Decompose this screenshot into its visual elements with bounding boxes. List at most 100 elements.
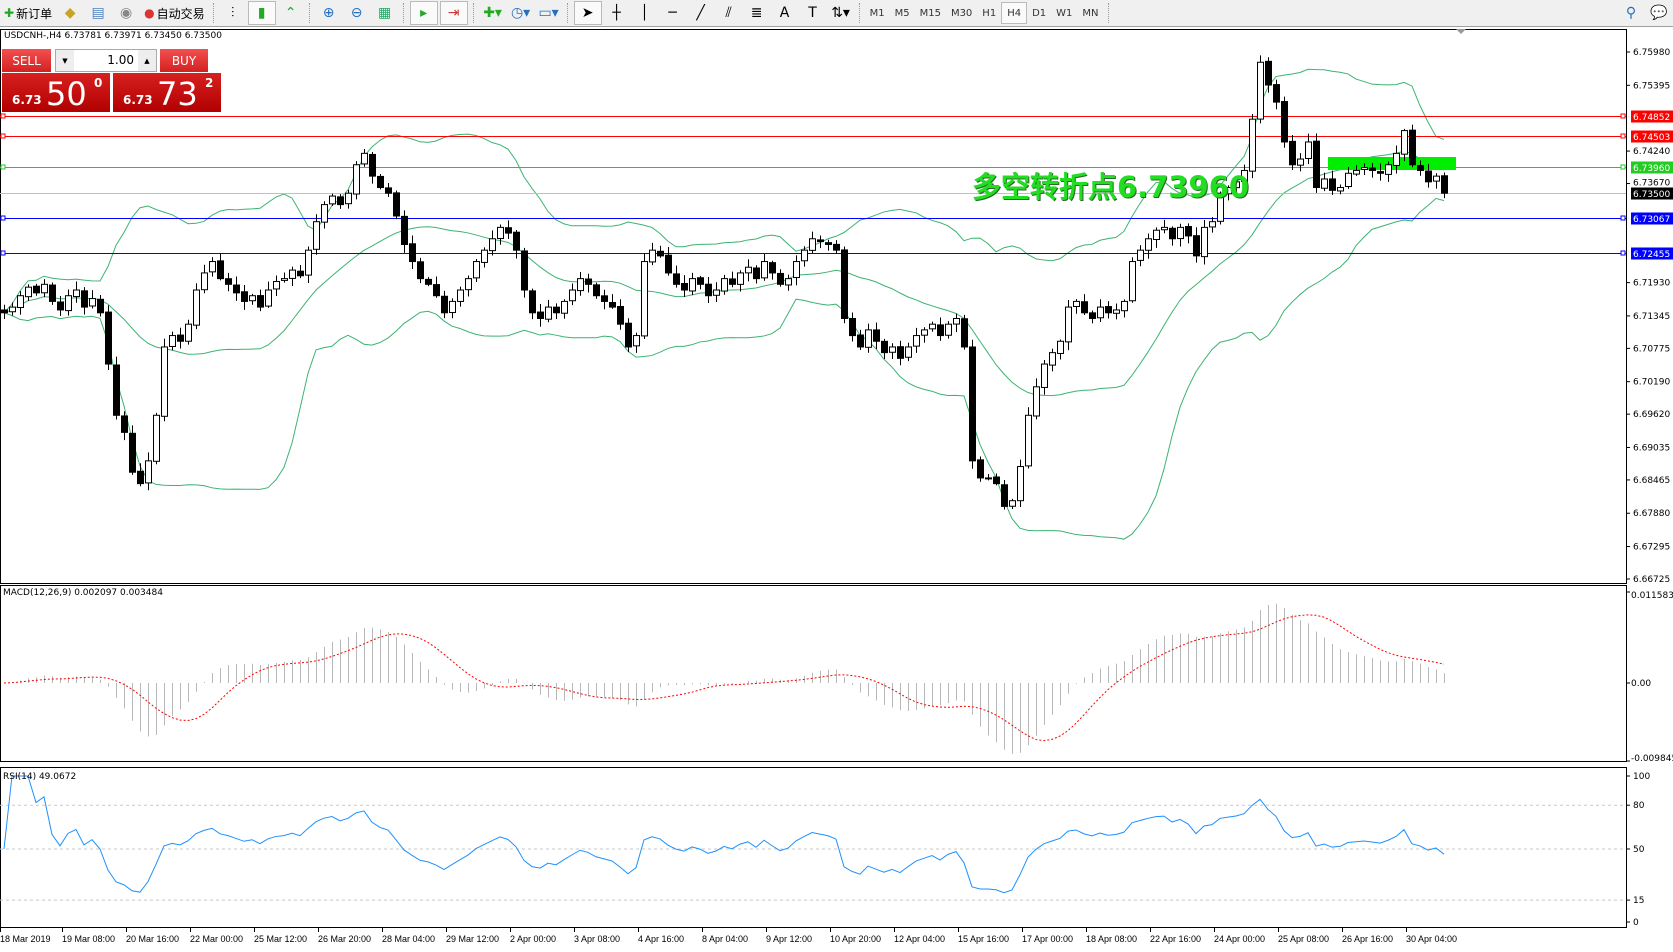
equidistant-channel-icon[interactable]: ⫽ bbox=[725, 5, 732, 21]
rsi-tick-label: 0 bbox=[1633, 918, 1639, 928]
candle-bearish bbox=[97, 298, 104, 314]
candle-bullish bbox=[1353, 169, 1360, 175]
horizontal-line-icon[interactable]: ─ bbox=[668, 5, 677, 21]
text-label-icon[interactable]: T bbox=[808, 5, 817, 21]
candle-bearish bbox=[1441, 175, 1448, 194]
candle-bullish bbox=[1097, 306, 1104, 319]
chat-icon[interactable]: 💬 bbox=[1650, 5, 1668, 21]
lot-increase-icon[interactable]: ▲ bbox=[138, 50, 156, 71]
timeframe-d1[interactable]: D1 bbox=[1032, 7, 1047, 19]
candle-bearish bbox=[1409, 129, 1416, 166]
candle-bearish bbox=[369, 153, 376, 177]
time-label: 29 Mar 12:00 bbox=[446, 928, 500, 944]
macd-signal-line bbox=[3, 614, 1445, 742]
trendline-icon[interactable]: ╱ bbox=[696, 5, 705, 21]
candle-bullish bbox=[473, 261, 480, 279]
price-tick-label: 6.75980 bbox=[1633, 48, 1670, 58]
rsi-tick-label: 50 bbox=[1633, 845, 1645, 855]
vertical-line-icon[interactable]: │ bbox=[640, 5, 649, 21]
time-label: 26 Mar 20:00 bbox=[318, 928, 372, 944]
new-order-button[interactable]: ✚ 新订单 bbox=[1, 2, 55, 24]
candle-bearish bbox=[841, 249, 848, 319]
zoom-out-icon[interactable]: ⊖ bbox=[350, 5, 363, 21]
price-level-label: 6.73960 bbox=[1633, 164, 1670, 174]
price-tick-label: 6.71930 bbox=[1633, 279, 1670, 289]
candle-bullish bbox=[289, 269, 296, 279]
candle-bullish bbox=[1305, 141, 1312, 159]
candle-bearish bbox=[1089, 312, 1096, 319]
candle-bearish bbox=[609, 302, 616, 308]
crosshair-icon[interactable]: ┼ bbox=[612, 5, 621, 21]
auto-scroll-icon[interactable]: ▸ bbox=[409, 1, 438, 25]
auto-trading-button[interactable]: ● 自动交易 bbox=[141, 2, 208, 24]
candle-bullish bbox=[1337, 187, 1344, 192]
lot-size-stepper[interactable]: ▼ 1.00 ▲ bbox=[55, 49, 157, 72]
timeframe-h4[interactable]: H4 bbox=[1001, 2, 1028, 24]
macd-tick-label: 0.011583 bbox=[1631, 591, 1673, 601]
arrows-icon[interactable]: ⇅▾ bbox=[831, 5, 850, 21]
buy-price[interactable]: 6.73 73 2 bbox=[113, 73, 221, 112]
signals-icon[interactable]: ◉ bbox=[119, 5, 133, 21]
navigator-icon[interactable]: ▤ bbox=[91, 5, 105, 21]
candle-bullish bbox=[713, 289, 720, 296]
indicators-icon[interactable]: ✚▾ bbox=[483, 5, 502, 21]
line-chart-icon[interactable]: ⌃ bbox=[284, 5, 297, 21]
candle-bullish bbox=[273, 280, 280, 290]
periods-icon[interactable]: ◷▾ bbox=[510, 5, 531, 21]
timeframe-h1[interactable]: H1 bbox=[982, 7, 997, 19]
time-label: 25 Mar 12:00 bbox=[254, 928, 308, 944]
lot-size-input[interactable]: 1.00 bbox=[107, 53, 134, 67]
candle-bullish bbox=[153, 414, 160, 462]
text-icon[interactable]: A bbox=[779, 5, 790, 21]
candle-bearish bbox=[777, 272, 784, 285]
candle-bullish bbox=[1041, 363, 1048, 388]
tile-windows-icon[interactable]: ▦ bbox=[377, 5, 392, 21]
candle-bullish bbox=[193, 289, 200, 326]
current-price-label: 6.73500 bbox=[1633, 190, 1670, 200]
candle-bullish bbox=[41, 283, 48, 294]
buy-button[interactable]: BUY bbox=[160, 49, 208, 72]
candle-bullish bbox=[353, 164, 360, 195]
toolbar-separator bbox=[402, 3, 405, 23]
sell-button[interactable]: SELL bbox=[2, 49, 51, 72]
candle-bullish bbox=[633, 335, 640, 347]
candle-bullish bbox=[1225, 187, 1232, 195]
candlestick-chart-icon[interactable]: ▮ bbox=[247, 1, 276, 25]
time-label: 30 Apr 04:00 bbox=[1406, 928, 1458, 944]
candle-bearish bbox=[105, 311, 112, 365]
timeframe-m1[interactable]: M1 bbox=[869, 7, 885, 19]
templates-icon[interactable]: ▭▾ bbox=[538, 5, 559, 21]
time-label: 12 Apr 04:00 bbox=[894, 928, 946, 944]
candle-bullish bbox=[1009, 500, 1016, 507]
level-handle-left bbox=[0, 113, 6, 119]
candle-bearish bbox=[1289, 140, 1296, 166]
search-icon[interactable]: ⚲ bbox=[1625, 5, 1637, 21]
sell-price[interactable]: 6.73 50 0 bbox=[2, 73, 110, 112]
price-level-badge bbox=[1631, 247, 1673, 260]
zoom-in-icon[interactable]: ⊕ bbox=[322, 5, 335, 21]
candle-bearish bbox=[1, 309, 8, 314]
new-order-icon: ✚ bbox=[4, 6, 15, 20]
candle-bearish bbox=[33, 285, 40, 294]
buy-price-fraction: 2 bbox=[205, 76, 214, 90]
candle-bullish bbox=[185, 323, 192, 342]
level-handle-left bbox=[0, 133, 6, 139]
candle-bullish bbox=[561, 300, 568, 314]
timeframe-w1[interactable]: W1 bbox=[1056, 7, 1073, 19]
candle-bullish bbox=[889, 346, 896, 353]
timeframe-mn[interactable]: MN bbox=[1082, 7, 1099, 19]
chart-shift-icon[interactable]: ⇥ bbox=[439, 1, 468, 25]
timeframe-m15[interactable]: M15 bbox=[919, 7, 941, 19]
timeframe-m30[interactable]: M30 bbox=[950, 7, 973, 19]
bar-chart-icon[interactable]: ⫶ bbox=[230, 5, 235, 21]
lot-decrease-icon[interactable]: ▼ bbox=[56, 50, 74, 71]
candle-bearish bbox=[657, 250, 664, 257]
cursor-icon[interactable]: ➤ bbox=[573, 1, 602, 25]
timeframe-m5[interactable]: M5 bbox=[894, 7, 910, 19]
market-watch-icon[interactable]: ◆ bbox=[64, 5, 76, 21]
rsi-tick-label: 80 bbox=[1633, 801, 1645, 811]
time-label: 3 Apr 08:00 bbox=[574, 928, 621, 944]
fibonacci-icon[interactable]: ≣ bbox=[750, 5, 763, 21]
candle-bearish bbox=[129, 432, 136, 473]
